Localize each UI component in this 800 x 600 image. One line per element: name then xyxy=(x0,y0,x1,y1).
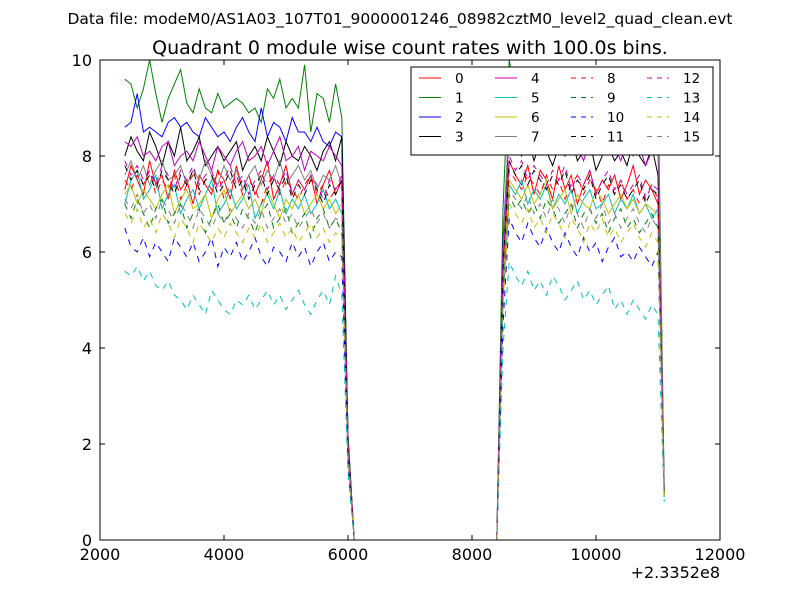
legend-label-12: 12 xyxy=(683,71,700,87)
y-tick-label: 0 xyxy=(82,531,92,550)
series-line-6 xyxy=(124,178,665,540)
series-line-15 xyxy=(124,188,665,540)
y-tick-label: 6 xyxy=(82,243,92,262)
legend-label-9: 9 xyxy=(607,91,616,107)
x-axis-offset-label: +2.3352e8 xyxy=(631,563,720,582)
series-line-12 xyxy=(124,155,665,540)
series-line-4 xyxy=(124,117,665,540)
legend-label-8: 8 xyxy=(607,71,616,87)
legend-label-1: 1 xyxy=(455,91,464,107)
x-tick-label: 4000 xyxy=(204,545,245,564)
legend-label-2: 2 xyxy=(455,110,464,126)
x-tick-label: 12000 xyxy=(695,545,746,564)
y-tick-label: 2 xyxy=(82,435,92,454)
legend-label-11: 11 xyxy=(607,130,624,146)
series-line-5 xyxy=(124,169,665,540)
legend-label-6: 6 xyxy=(531,110,540,126)
x-tick-label: 6000 xyxy=(328,545,369,564)
series-line-8 xyxy=(124,168,665,540)
legend-label-4: 4 xyxy=(531,71,540,87)
chart-title: Quadrant 0 module wise count rates with … xyxy=(152,37,668,59)
y-tick-label: 4 xyxy=(82,339,92,358)
y-tick-label: 10 xyxy=(72,51,92,70)
x-tick-label: 10000 xyxy=(571,545,622,564)
legend-label-0: 0 xyxy=(455,71,464,87)
series-line-7 xyxy=(124,110,665,540)
legend-label-10: 10 xyxy=(607,110,624,126)
legend-label-5: 5 xyxy=(531,91,540,107)
series-line-13 xyxy=(124,261,665,540)
series-line-9 xyxy=(124,194,665,540)
x-tick-label: 8000 xyxy=(452,545,493,564)
series-line-14 xyxy=(124,202,665,540)
y-tick-label: 8 xyxy=(82,147,92,166)
legend-label-3: 3 xyxy=(455,130,464,146)
data-file-suptitle: Data file: modeM0/AS1A03_107T01_90000012… xyxy=(67,10,732,29)
series-line-10 xyxy=(124,218,665,540)
legend-label-13: 13 xyxy=(683,91,700,107)
series-line-0 xyxy=(124,160,665,540)
legend-box xyxy=(410,66,714,156)
series-line-11 xyxy=(124,160,665,540)
plot-frame xyxy=(99,59,721,541)
x-tick-label: 2000 xyxy=(80,545,121,564)
legend-label-15: 15 xyxy=(683,130,700,146)
legend-label-14: 14 xyxy=(683,110,700,126)
legend-label-7: 7 xyxy=(531,130,540,146)
